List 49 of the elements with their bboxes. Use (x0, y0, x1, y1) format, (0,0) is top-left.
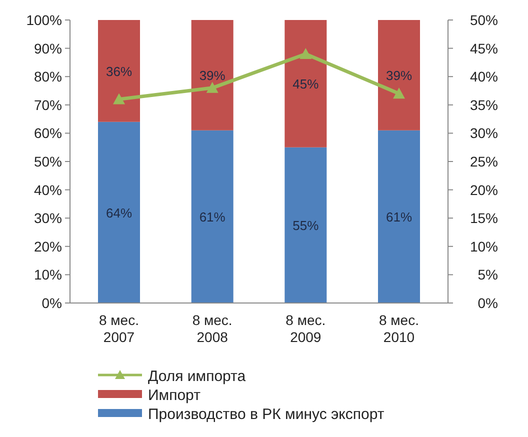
y-tick-label: 10% (34, 266, 62, 283)
y-tick-label: 70% (34, 96, 62, 113)
point (113, 93, 125, 104)
x-tick-label: 8 мес. 2008 (192, 312, 232, 345)
y2-tick-label: 5% (478, 266, 498, 283)
y2-tick-label: 20% (470, 182, 498, 198)
bar (378, 20, 420, 130)
bar (191, 20, 234, 130)
y2-tick-label: 50% (470, 12, 498, 28)
y2-tick-label: 40% (470, 68, 498, 85)
y2-tick-label: 35% (470, 96, 498, 113)
data-label: 45% (292, 76, 320, 92)
bar (98, 20, 140, 122)
data-label: 39% (386, 68, 412, 84)
point (206, 82, 218, 93)
legend-label: Доля импорта (148, 368, 246, 385)
bar (191, 130, 234, 303)
y2-tick-label: 0% (478, 295, 498, 311)
data-label: 64% (106, 205, 132, 220)
data-label: 61% (386, 210, 412, 225)
y-tick-label: 50% (34, 154, 62, 170)
x-tick-label: 8 мес. 2007 (99, 312, 139, 345)
y-tick-label: 0% (42, 295, 62, 311)
y-tick-label: 90% (34, 40, 62, 56)
data-label: 36% (106, 64, 132, 79)
data-label: 39% (199, 68, 226, 84)
y-tick-label: 60% (34, 125, 62, 142)
y-tick-label: 80% (34, 68, 62, 85)
point (393, 88, 405, 99)
bar (98, 122, 140, 303)
y2-tick-label: 15% (470, 210, 498, 226)
y-tick-label: 30% (34, 210, 62, 226)
point (300, 48, 312, 59)
legend-label: Импорт (148, 387, 201, 404)
x-tick-label: 8 мес. 2009 (286, 312, 326, 345)
y2-tick-label: 45% (470, 40, 498, 56)
y2-tick-label: 25% (470, 154, 498, 170)
y2-tick-label: 10% (470, 238, 498, 254)
y2-tick-label: 30% (470, 125, 498, 142)
data-label: 61% (199, 210, 226, 225)
y-tick-label: 20% (34, 238, 62, 254)
y-tick-label: 40% (34, 182, 62, 198)
bar (284, 147, 327, 303)
y-tick-label: 100% (26, 12, 62, 28)
bar (284, 20, 327, 148)
data-label: 55% (292, 218, 320, 234)
x-tick-label: 8 мес. 2010 (379, 312, 419, 345)
legend-label: Производство в РК минус экспорт (148, 406, 384, 423)
bar (378, 130, 420, 303)
